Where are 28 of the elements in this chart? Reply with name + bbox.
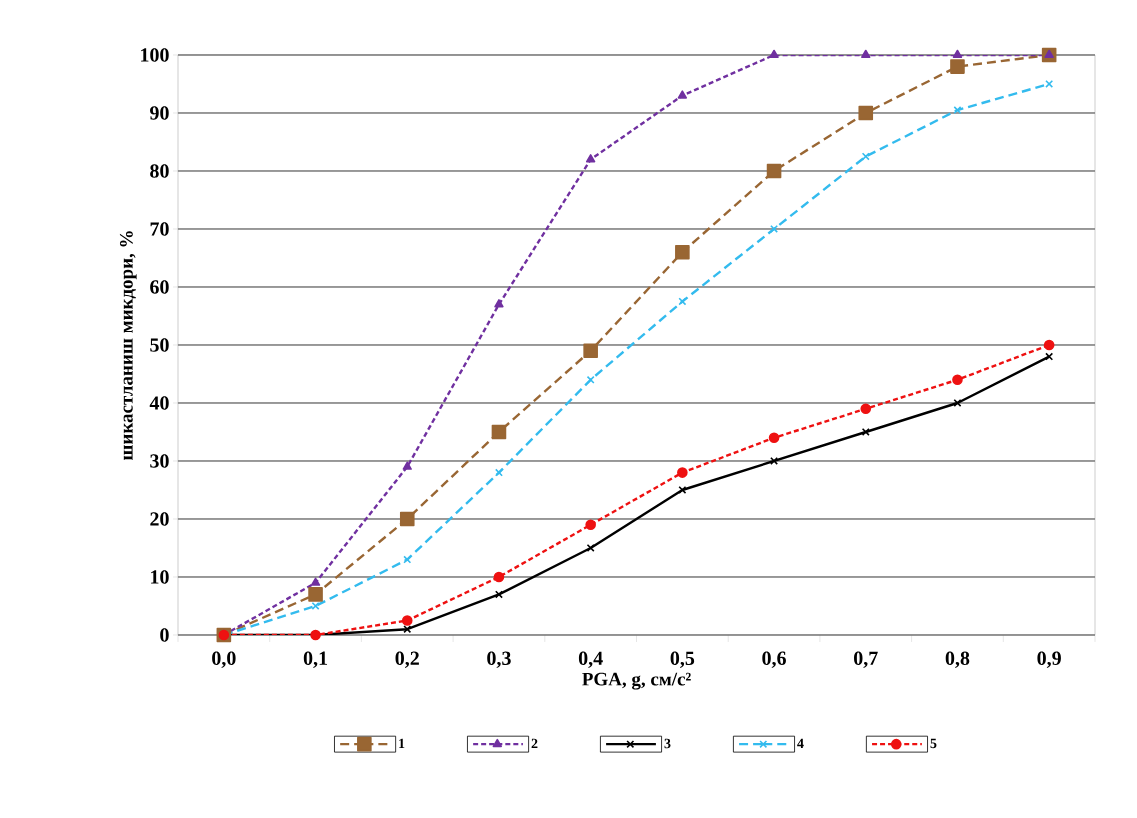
y-tick-label: 0 bbox=[160, 628, 169, 642]
x-tick-label: 0,0 bbox=[212, 651, 236, 668]
legend-label: 5 bbox=[930, 738, 937, 749]
x-tick-label: 0,8 bbox=[945, 651, 970, 668]
y-tick-label: 70 bbox=[150, 222, 169, 236]
y-tick-label: 20 bbox=[150, 512, 169, 526]
x-tick-label: 0,2 bbox=[395, 651, 419, 668]
y-tick-label: 80 bbox=[150, 164, 169, 178]
x-tick-label: 0,9 bbox=[1037, 651, 1061, 668]
legend-label: 2 bbox=[531, 738, 538, 749]
y-axis-title: шикастланиш микдори, % bbox=[119, 231, 137, 461]
y-tick-label: 50 bbox=[150, 338, 169, 352]
y-tick-label: 60 bbox=[150, 280, 169, 294]
legend-label: 4 bbox=[797, 738, 804, 749]
x-tick-label: 0,1 bbox=[303, 651, 328, 668]
legend-label: 1 bbox=[399, 738, 405, 749]
x-tick-label: 0,7 bbox=[854, 651, 878, 668]
y-tick-label: 90 bbox=[150, 106, 169, 120]
legend-label: 3 bbox=[664, 738, 671, 749]
x-tick-label: 0,3 bbox=[487, 651, 511, 668]
x-tick-label: 0,5 bbox=[670, 651, 695, 668]
y-tick-label: 10 bbox=[151, 570, 169, 584]
x-tick-label: 0,6 bbox=[762, 651, 786, 668]
y-tick-label: 30 bbox=[150, 454, 169, 468]
y-tick-label: 40 bbox=[149, 396, 169, 410]
y-tick-label: 100 bbox=[141, 48, 169, 62]
x-axis-title: PGA, g, см/с² bbox=[582, 672, 691, 690]
x-tick-label: 0,4 bbox=[578, 651, 603, 668]
